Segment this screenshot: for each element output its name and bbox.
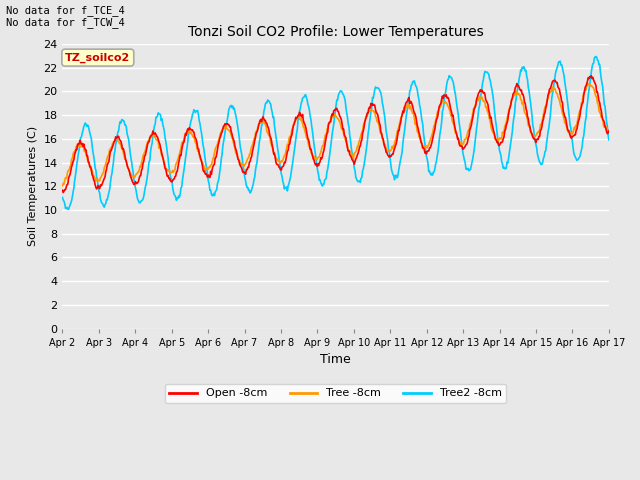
X-axis label: Time: Time — [320, 353, 351, 366]
Text: No data for f_TCE_4
No data for f_TCW_4: No data for f_TCE_4 No data for f_TCW_4 — [6, 5, 125, 28]
Y-axis label: Soil Temperatures (C): Soil Temperatures (C) — [28, 126, 38, 246]
Title: Tonzi Soil CO2 Profile: Lower Temperatures: Tonzi Soil CO2 Profile: Lower Temperatur… — [188, 24, 483, 38]
Legend: Open -8cm, Tree -8cm, Tree2 -8cm: Open -8cm, Tree -8cm, Tree2 -8cm — [165, 384, 506, 403]
Text: TZ_soilco2: TZ_soilco2 — [65, 52, 131, 63]
